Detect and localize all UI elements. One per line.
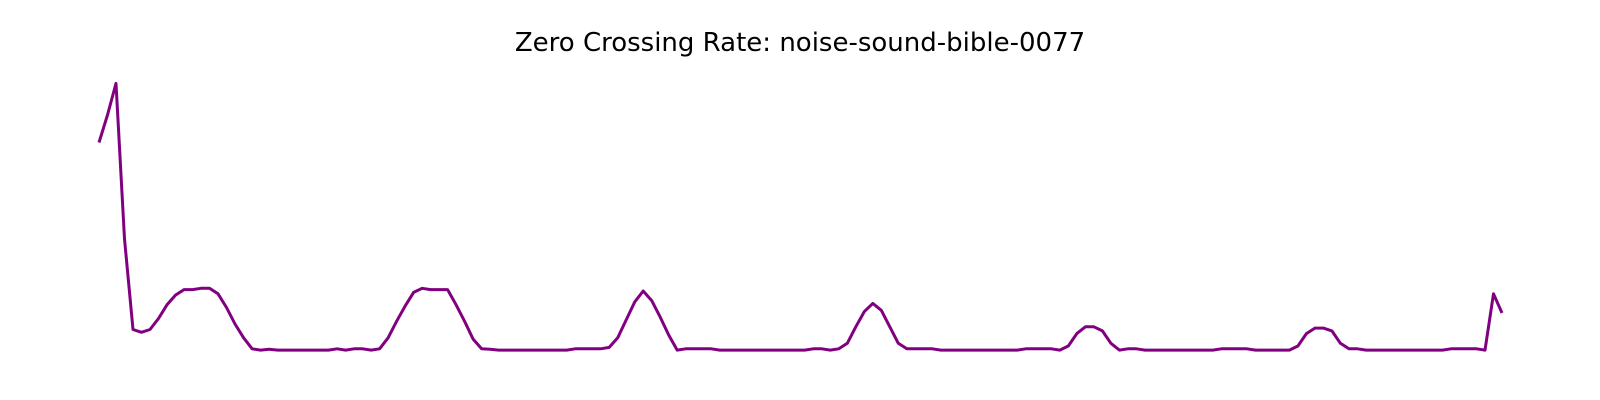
chart-title: Zero Crossing Rate: noise-sound-bible-00… [515,28,1085,58]
zcr-series-line [97,81,1504,352]
plot-area [97,81,1504,352]
